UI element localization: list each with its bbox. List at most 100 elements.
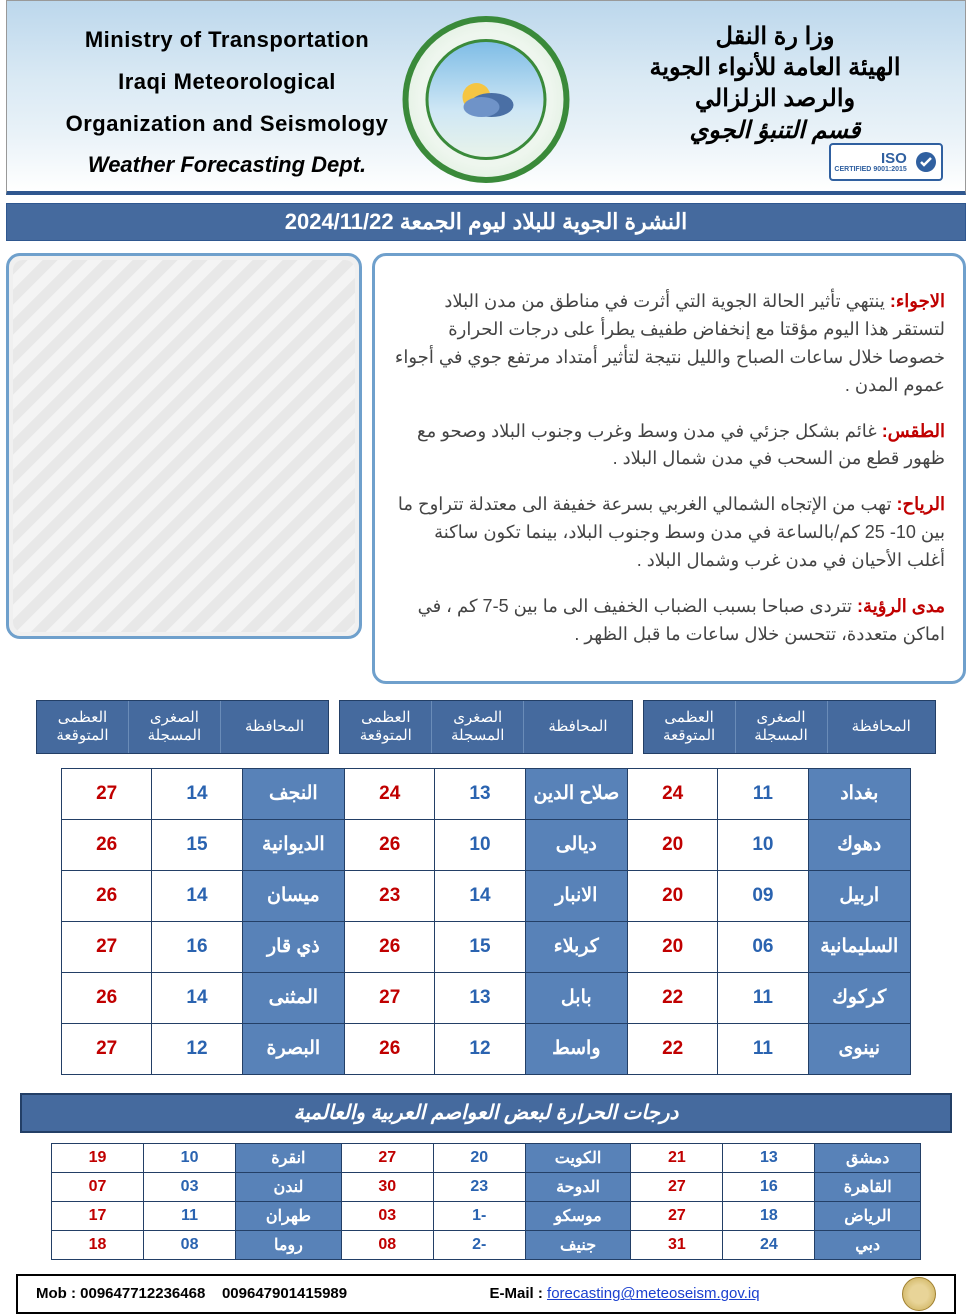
- col-gov: المحافظة: [524, 701, 632, 753]
- gov-cell: الرياض: [815, 1201, 921, 1230]
- max-cell: 26: [62, 870, 152, 921]
- col-max: العظمى المتوقعة: [340, 701, 432, 753]
- max-cell: 24: [628, 768, 718, 819]
- max-cell: 08: [341, 1230, 433, 1259]
- org-ar-line: والرصد الزلزالي: [625, 83, 925, 114]
- min-cell: -2: [433, 1230, 525, 1259]
- gov-cell: جنيف: [525, 1230, 631, 1259]
- max-cell: 20: [628, 870, 718, 921]
- min-cell: 16: [152, 921, 242, 972]
- header-block: المحافظة الصغرى المسجلة العظمى المتوقعة: [36, 700, 329, 754]
- gov-cell: دبي: [815, 1230, 921, 1259]
- gov-cell: البصرة: [242, 1023, 344, 1074]
- mob-number: 009647712236468: [80, 1285, 205, 1302]
- label-visibility: مدى الرؤية:: [857, 596, 945, 616]
- forecast-headers: المحافظة الصغرى المسجلة العظمى المتوقعة …: [6, 700, 966, 754]
- min-cell: 09: [718, 870, 808, 921]
- min-cell: 16: [723, 1172, 815, 1201]
- label-atmosphere: الاجواء:: [890, 291, 945, 311]
- min-cell: 24: [723, 1230, 815, 1259]
- max-cell: 27: [341, 1143, 433, 1172]
- email-section: E-Mail : forecasting@meteoseism.gov.iq: [490, 1285, 760, 1302]
- min-cell: 13: [723, 1143, 815, 1172]
- org-line: Ministry of Transportation: [47, 19, 407, 61]
- org-line: Iraqi Meteorological: [47, 61, 407, 103]
- min-cell: 06: [718, 921, 808, 972]
- max-cell: 27: [62, 1023, 152, 1074]
- gov-cell: انقرة: [236, 1143, 342, 1172]
- table-row: دمشق1321الكويت2027انقرة1019: [52, 1143, 921, 1172]
- header: Ministry of Transportation Iraqi Meteoro…: [6, 0, 966, 195]
- max-cell: 18: [52, 1230, 144, 1259]
- table-row: كركوك1122بابل1327المثنى1426: [62, 972, 911, 1023]
- gov-cell: القاهرة: [815, 1172, 921, 1201]
- min-cell: 14: [152, 870, 242, 921]
- org-logo: [403, 16, 570, 183]
- min-cell: 23: [433, 1172, 525, 1201]
- org-ar-line: الهيئة العامة للأنواء الجوية: [625, 52, 925, 83]
- min-cell: 12: [152, 1023, 242, 1074]
- header-block: المحافظة الصغرى المسجلة العظمى المتوقعة: [643, 700, 936, 754]
- gov-cell: دمشق: [815, 1143, 921, 1172]
- map-image: [6, 253, 362, 639]
- table-row: نينوى1122واسط1226البصرة1227: [62, 1023, 911, 1074]
- dept-ar-line: قسم التنبؤ الجوي: [625, 115, 925, 146]
- min-cell: 15: [435, 921, 525, 972]
- max-cell: 26: [62, 819, 152, 870]
- col-min: الصغرى المسجلة: [736, 701, 828, 753]
- table-row: الرياض1827موسكو-103طهران1117: [52, 1201, 921, 1230]
- max-cell: 27: [62, 768, 152, 819]
- gov-cell: اربيل: [808, 870, 910, 921]
- gov-cell: دهوك: [808, 819, 910, 870]
- email-link[interactable]: forecasting@meteoseism.gov.iq: [547, 1285, 760, 1302]
- min-cell: 13: [435, 768, 525, 819]
- max-cell: 23: [345, 870, 435, 921]
- gov-cell: لندن: [236, 1172, 342, 1201]
- gov-cell: السليمانية: [808, 921, 910, 972]
- table-row: القاهرة1627الدوحة2330لندن0307: [52, 1172, 921, 1201]
- header-block: المحافظة الصغرى المسجلة العظمى المتوقعة: [339, 700, 632, 754]
- label-wind: الرياح:: [896, 494, 945, 514]
- max-cell: 19: [52, 1143, 144, 1172]
- map-placeholder: [13, 260, 355, 632]
- gov-cell: الديوانية: [242, 819, 344, 870]
- gov-cell: بابل: [525, 972, 627, 1023]
- forecast-description: الاجواء: ينتهي تأثير الحالة الجوية التي …: [372, 253, 966, 684]
- page-title: النشرة الجوية للبلاد ليوم الجمعة 2024/11…: [6, 203, 966, 241]
- ministry-line: وزا رة النقل: [625, 21, 925, 52]
- gov-cell: ديالى: [525, 819, 627, 870]
- min-cell: 10: [144, 1143, 236, 1172]
- min-cell: 14: [152, 972, 242, 1023]
- max-cell: 26: [345, 1023, 435, 1074]
- gov-cell: روما: [236, 1230, 342, 1259]
- col-gov: المحافظة: [221, 701, 329, 753]
- table-row: السليمانية0620كربلاء1526ذي قار1627: [62, 921, 911, 972]
- header-right: وزا رة النقل الهيئة العامة للأنواء الجوي…: [625, 21, 925, 146]
- table-row: دبي2431جنيف-208روما0818: [52, 1230, 921, 1259]
- max-cell: 30: [341, 1172, 433, 1201]
- max-cell: 27: [631, 1201, 723, 1230]
- max-cell: 22: [628, 972, 718, 1023]
- min-cell: 03: [144, 1172, 236, 1201]
- mob-number: 009647901415989: [222, 1285, 347, 1302]
- min-cell: 11: [718, 972, 808, 1023]
- max-cell: 21: [631, 1143, 723, 1172]
- table-row: دهوك1020ديالى1026الديوانية1526: [62, 819, 911, 870]
- max-cell: 26: [345, 921, 435, 972]
- min-cell: 08: [144, 1230, 236, 1259]
- col-max: العظمى المتوقعة: [644, 701, 736, 753]
- min-cell: 14: [435, 870, 525, 921]
- gov-cell: ميسان: [242, 870, 344, 921]
- col-max: العظمى المتوقعة: [37, 701, 129, 753]
- gov-cell: كربلاء: [525, 921, 627, 972]
- forecast-table: بغداد1124صلاح الدين1324النجف1427دهوك1020…: [61, 768, 911, 1075]
- gov-cell: النجف: [242, 768, 344, 819]
- max-cell: 03: [341, 1201, 433, 1230]
- min-cell: 13: [435, 972, 525, 1023]
- min-cell: 12: [435, 1023, 525, 1074]
- min-cell: 15: [152, 819, 242, 870]
- min-cell: 10: [718, 819, 808, 870]
- check-icon: [914, 150, 938, 174]
- gov-cell: الانبار: [525, 870, 627, 921]
- table-row: بغداد1124صلاح الدين1324النجف1427: [62, 768, 911, 819]
